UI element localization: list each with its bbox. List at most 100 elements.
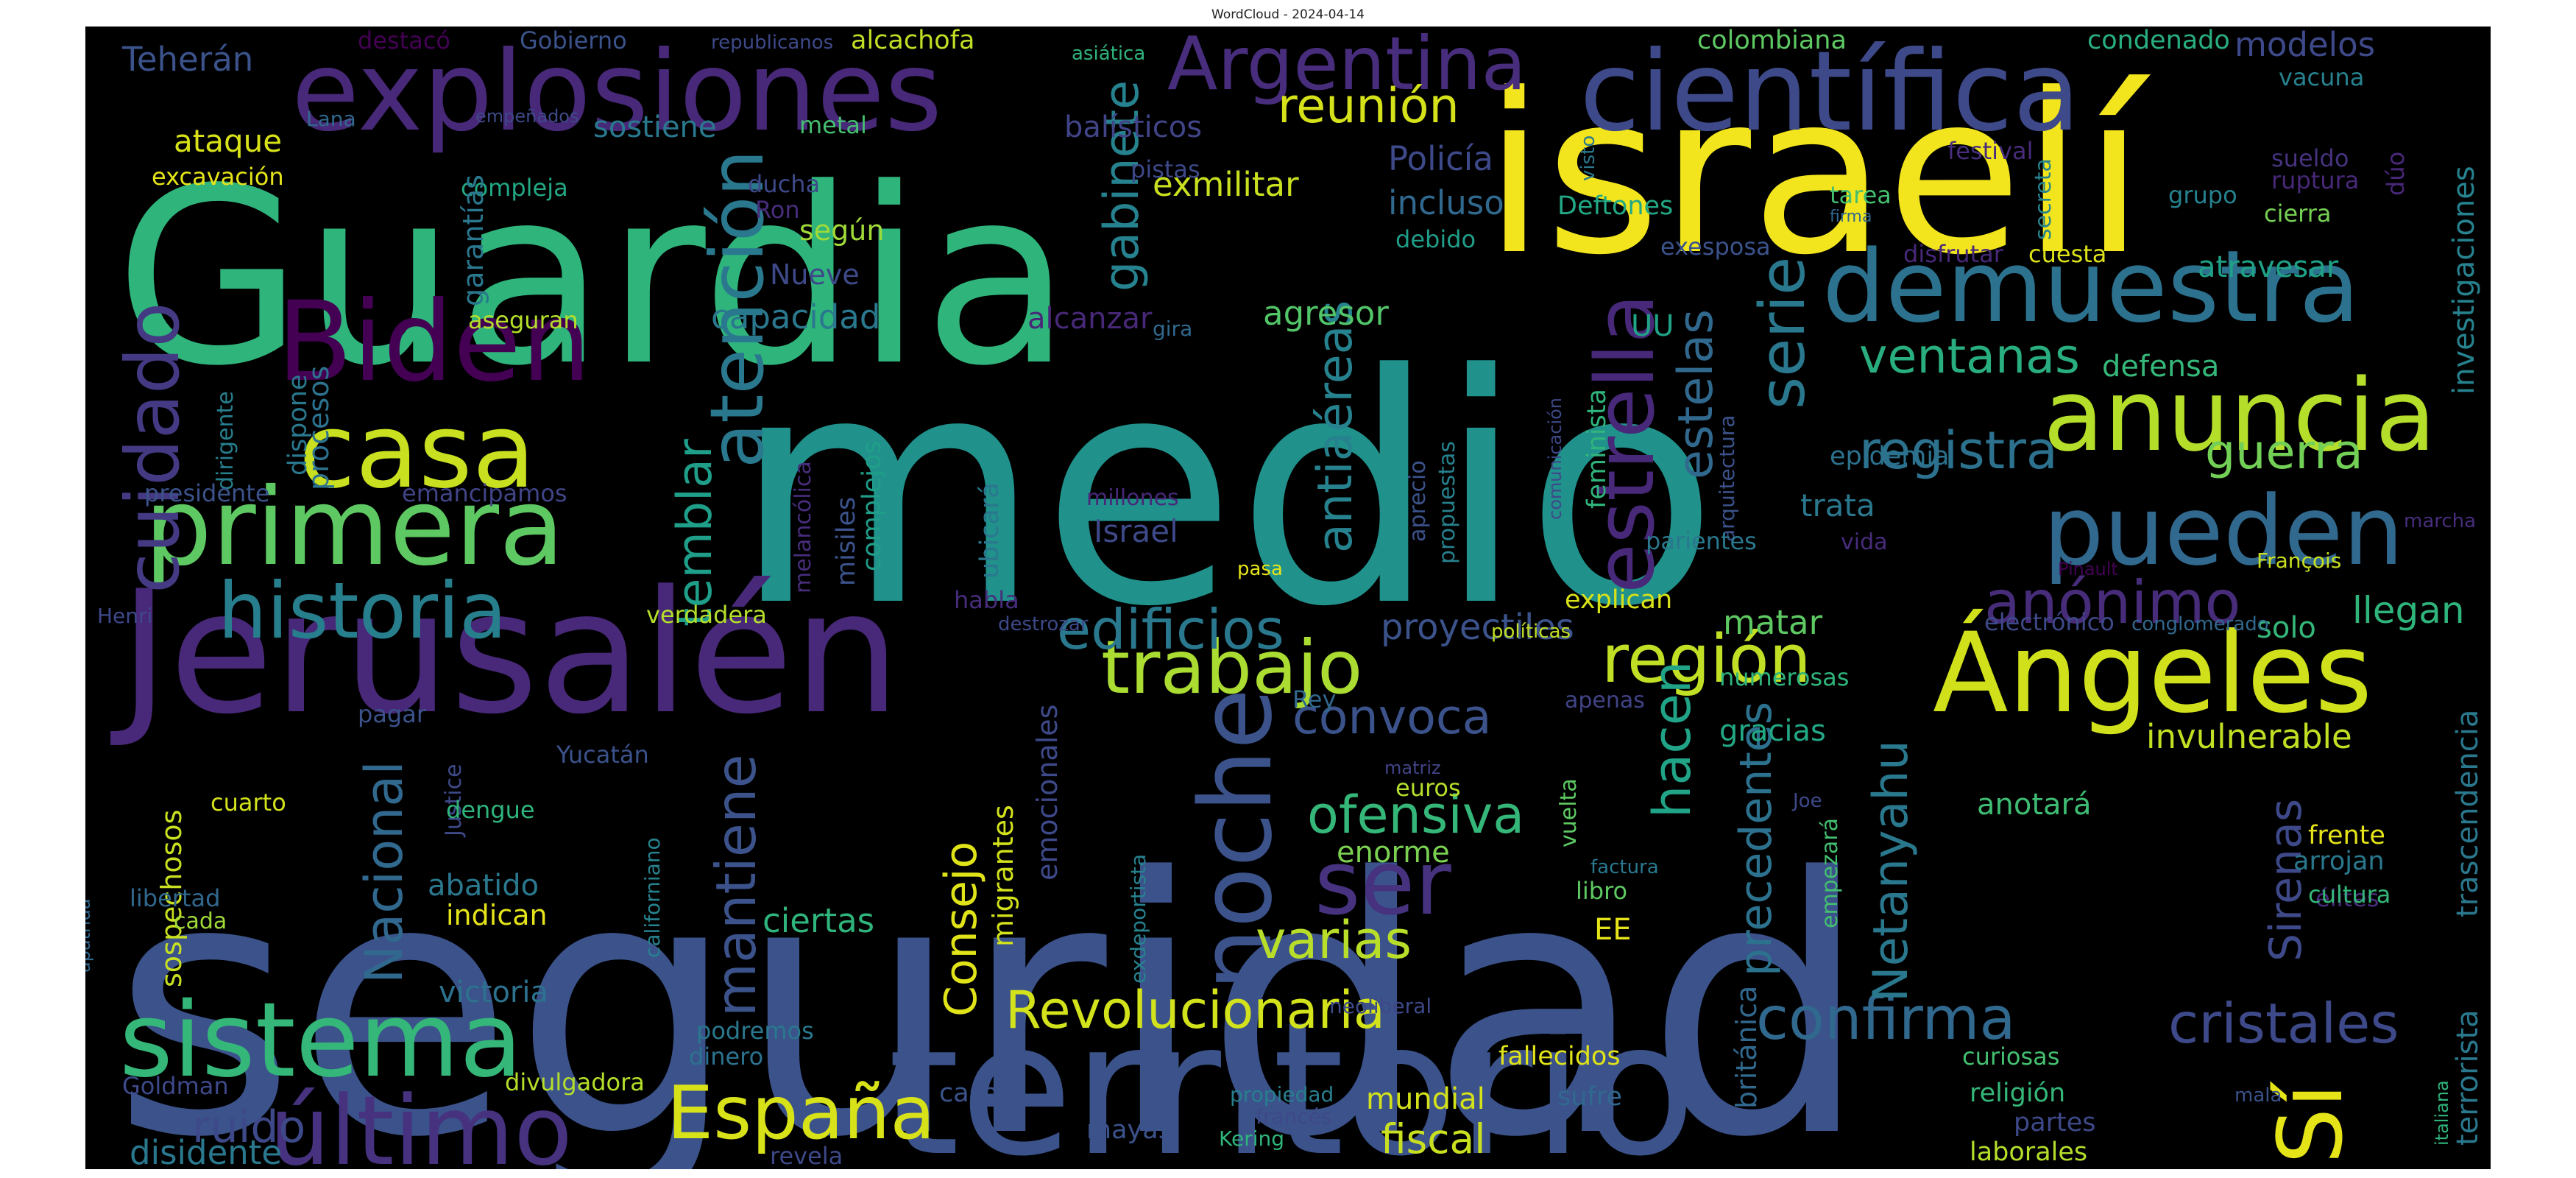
- cloud-word: sospechosos: [155, 810, 188, 987]
- cloud-word: visto: [1577, 135, 1599, 181]
- cloud-word: Guardia: [115, 136, 1072, 419]
- cloud-word: Policía: [1388, 139, 1493, 178]
- cloud-word: condenado: [2087, 27, 2230, 55]
- cloud-word: laborales: [1970, 1138, 2087, 1167]
- cloud-word: sistema: [119, 981, 523, 1101]
- cloud-word: arrojan: [2293, 847, 2385, 876]
- cloud-word: festival: [1947, 137, 2034, 165]
- cloud-word: antiaéreas: [1308, 300, 1363, 553]
- cloud-word: según: [799, 214, 884, 247]
- cloud-word: marcha: [2404, 510, 2476, 532]
- cloud-word: ataque: [174, 123, 282, 159]
- cloud-word: casos: [939, 1079, 1012, 1108]
- cloud-word: electrónico: [1984, 608, 2115, 636]
- cloud-word: empeñados: [475, 106, 578, 127]
- cloud-word: aprecio: [1405, 460, 1431, 542]
- cloud-word: territorio: [888, 982, 1696, 1169]
- cloud-word: Joe: [1791, 790, 1822, 812]
- cloud-word: ubicará: [975, 482, 1005, 579]
- cloud-word: disfrutar: [1903, 240, 2004, 268]
- cloud-word: partes: [2014, 1108, 2096, 1138]
- cloud-word: curiosas: [1962, 1043, 2059, 1071]
- cloud-word: republicanos: [711, 32, 833, 54]
- cloud-word: alcanzar: [1027, 302, 1153, 336]
- cloud-word: italiana: [2432, 1080, 2452, 1146]
- cloud-word: casa: [299, 392, 536, 512]
- cloud-word: excavación: [152, 163, 284, 191]
- cloud-word: neoliberal: [1329, 994, 1432, 1018]
- cloud-word: numerosas: [1719, 663, 1849, 691]
- cloud-word: conglomerado: [2131, 613, 2269, 635]
- word-cloud: seguridad medio Guardia israelí territorio Je…: [85, 27, 2491, 1169]
- cloud-word: compleja: [461, 174, 568, 202]
- cloud-word: firma: [1830, 208, 1872, 226]
- cloud-word: último: [269, 1075, 573, 1169]
- cloud-word: precedentes: [1730, 702, 1782, 976]
- cloud-word: epidemia: [1830, 442, 1950, 471]
- cloud-word: llegan: [2352, 589, 2465, 632]
- cloud-word: metal: [799, 111, 867, 139]
- cloud-word: fiscal: [1381, 1115, 1486, 1163]
- cloud-word: confirma: [1756, 984, 2015, 1053]
- cloud-word: Pinault: [2058, 559, 2118, 579]
- cloud-word: temblar: [668, 439, 723, 627]
- cloud-word: ser: [1314, 833, 1451, 935]
- cloud-word: Consejo: [935, 842, 987, 1017]
- cloud-word: millones: [1086, 485, 1179, 511]
- cloud-word: dinero: [689, 1043, 763, 1071]
- cloud-word: cuidado: [110, 302, 196, 593]
- cloud-word: invulnerable: [2146, 717, 2352, 756]
- cloud-word: mundial: [1366, 1082, 1485, 1116]
- cloud-word: pueden: [2043, 475, 2404, 587]
- cloud-word: varias: [1256, 910, 1412, 970]
- cloud-word: vida: [1841, 529, 1888, 555]
- cloud-word: melancólica: [790, 461, 816, 593]
- cloud-word: Yucatán: [556, 741, 649, 769]
- cloud-word: religión: [1970, 1079, 2065, 1108]
- cloud-word: emancipamos: [402, 479, 567, 507]
- cloud-word: gira: [1153, 317, 1192, 341]
- cloud-word: Justice: [441, 763, 467, 838]
- cloud-word: Goldman: [122, 1072, 229, 1100]
- cloud-word: arquitectura: [1715, 415, 1739, 542]
- cloud-word: Rey: [1292, 685, 1336, 713]
- cloud-word: podremos: [696, 1017, 814, 1045]
- cloud-word: políticas: [1491, 621, 1571, 643]
- cloud-word: medio: [733, 308, 1719, 676]
- cloud-word: Nueve: [770, 258, 860, 291]
- cloud-word: capacidad: [711, 297, 880, 336]
- cloud-word: EE: [1594, 913, 1632, 947]
- cloud-word: Biden: [277, 278, 591, 406]
- cloud-word: trabajo: [1101, 624, 1362, 710]
- cloud-word: terrorista: [2451, 1009, 2485, 1146]
- cloud-word: sueldo: [2271, 144, 2349, 172]
- cloud-word: factura: [1590, 856, 1659, 878]
- cloud-word: presidente: [144, 479, 270, 507]
- cloud-word: proyectiles: [1381, 607, 1574, 648]
- cloud-word: vuelta: [1556, 778, 1582, 847]
- cloud-word: Ron: [755, 196, 800, 224]
- cloud-word: Teherán: [121, 40, 253, 79]
- cloud-word: mayas: [1086, 1115, 1172, 1145]
- cloud-word: británica: [1730, 986, 1763, 1109]
- cloud-word: sufre: [1557, 1082, 1622, 1112]
- cloud-word: Lana: [306, 107, 356, 131]
- cloud-word: euros: [1395, 774, 1461, 802]
- cloud-word: disidente: [130, 1133, 282, 1169]
- cloud-word: trata: [1800, 487, 1875, 523]
- cloud-word: ventanas: [1859, 329, 2080, 384]
- cloud-word: científica: [1579, 28, 2081, 156]
- cloud-word: primera: [144, 465, 565, 590]
- cloud-word: explican: [1565, 585, 1672, 615]
- cloud-word: secreta: [2031, 158, 2056, 240]
- cloud-word: balísticos: [1064, 110, 1202, 144]
- cloud-word: debido: [1395, 225, 1476, 253]
- cloud-word: cierra: [2264, 200, 2332, 228]
- cloud-word: garantías: [457, 174, 489, 306]
- cloud-word: atención: [694, 149, 780, 468]
- cloud-word: Revolucionaria: [1005, 980, 1385, 1040]
- cloud-word: habla: [954, 586, 1019, 614]
- cloud-word: Henri: [97, 604, 152, 628]
- cloud-word: exesposa: [1660, 233, 1771, 261]
- cloud-word: libertad: [130, 884, 220, 912]
